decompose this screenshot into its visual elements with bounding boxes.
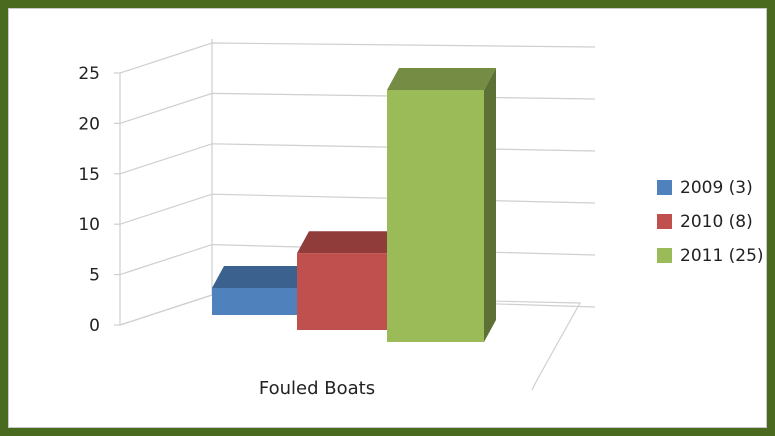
floor-outline: [119, 294, 582, 391]
bars: [212, 68, 496, 342]
legend: 2009 (3) 2010 (8) 2011 (25): [657, 178, 764, 266]
legend-label-2: 2010 (8): [680, 212, 753, 232]
legend-swatch-3: [657, 248, 672, 263]
chart-floor: [119, 294, 582, 391]
gridline-20: [119, 92, 596, 124]
y-tick-label-20: 20: [78, 114, 100, 134]
y-tick-label-5: 5: [89, 266, 100, 286]
legend-swatch-1: [657, 180, 672, 195]
bar-2: [297, 231, 399, 330]
legend-swatch-2: [657, 214, 672, 229]
y-tick-label-25: 25: [78, 64, 100, 84]
bar-1: [212, 266, 309, 315]
category-label: Fouled Boats: [259, 378, 375, 399]
bar-top-face-3: [387, 68, 496, 90]
gridline-25: [119, 42, 596, 74]
bar-front-face-3: [387, 90, 484, 342]
y-tick-label-10: 10: [78, 215, 100, 235]
bar-front-face-1: [212, 288, 297, 315]
chart-area-border: [8, 8, 767, 428]
y-tick-label-15: 15: [78, 165, 100, 185]
bar-3: [387, 68, 496, 342]
bar-top-face-2: [297, 231, 399, 254]
bar-top-face-1: [212, 266, 309, 288]
gridline-15: [119, 143, 596, 175]
legend-label-1: 2009 (3): [680, 178, 753, 198]
value-axis: 0 5 10 15 20 25: [78, 64, 121, 336]
y-tick-label-0: 0: [89, 316, 100, 336]
bar-front-face-2: [297, 253, 387, 330]
bar-side-face-3: [484, 68, 496, 342]
legend-label-3: 2011 (25): [680, 246, 764, 266]
gridline-10: [119, 193, 596, 225]
